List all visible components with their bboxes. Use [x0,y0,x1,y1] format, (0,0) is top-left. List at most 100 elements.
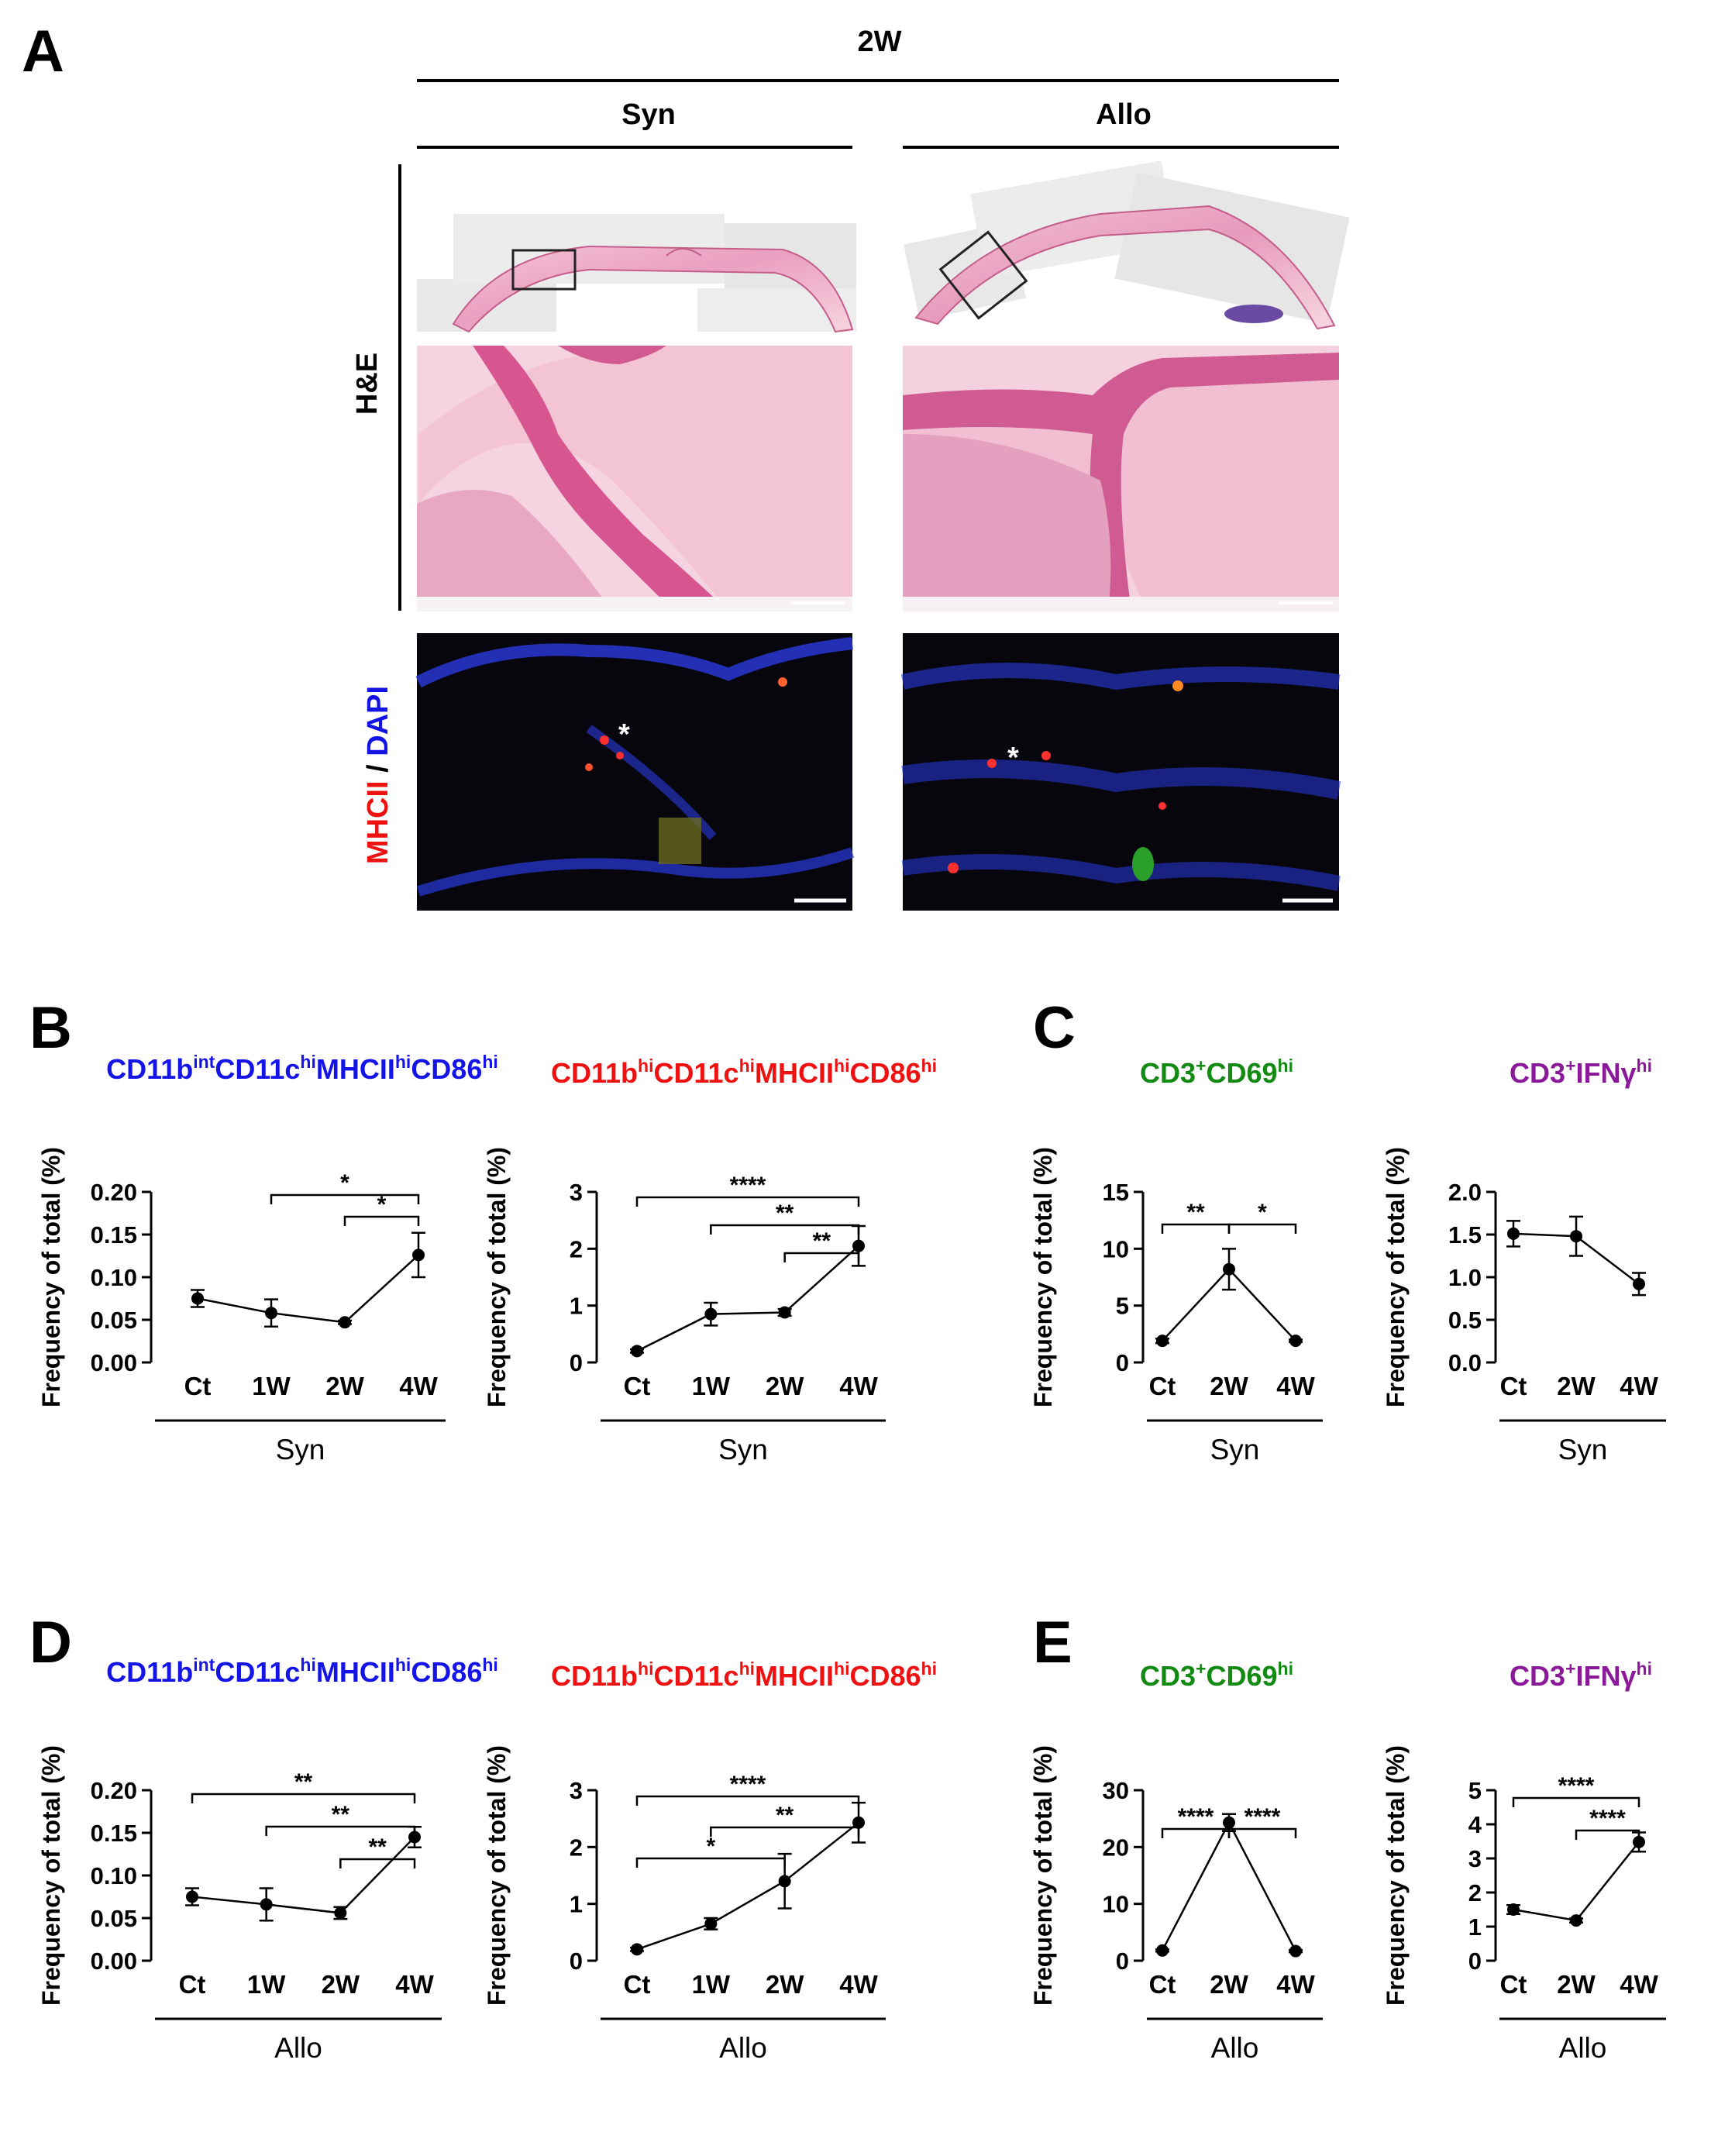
title-text: CD11b [551,1660,638,1692]
chart-e-ifng: CD3+IFNγhi Frequency of total (%) 0 1 2 3 4 5 Ct… [1382,1658,1666,2064]
title-text: MHCII [316,1053,395,1085]
if-label-separator: / [362,756,394,781]
title-superscript: + [1196,1056,1206,1076]
data-point [1570,1230,1582,1243]
y-tick-label: 0.20 [91,1179,137,1206]
if-row-label: MHCII / DAPI [362,686,394,864]
y-tick-label: 3 [570,1179,583,1206]
data-point [1223,1816,1235,1829]
significance-label: ** [332,1802,350,1827]
significance-bracket [1161,1223,1231,1234]
panel-a-letter: A [22,19,64,84]
group-label: Allo [719,2032,767,2064]
y-axis-label: Frequency of total (%) [1029,1147,1057,1407]
x-category-label: 2W [1210,1970,1248,1999]
chart-title: CD3+CD69hi [1140,1658,1293,1692]
title-superscript: + [1196,1658,1206,1679]
chart-title: CD3+IFNγhi [1510,1658,1652,1692]
y-tick-label: 1 [1468,1913,1482,1941]
data-point [778,1306,791,1319]
allo-column-header: Allo [1096,98,1152,131]
x-category-label: 2W [325,1372,364,1400]
y-axis-label: Frequency of total (%) [483,1745,511,2006]
x-category-label: 1W [247,1970,286,1999]
title-superscript: int [193,1655,215,1675]
y-tick-label: 10 [1103,1891,1129,1918]
title-text: CD86 [411,1053,482,1085]
x-category-label: Ct [1500,1970,1527,1999]
title-superscript: int [193,1052,215,1072]
x-category-label: 4W [839,1970,878,1999]
y-tick-label: 0.05 [91,1905,137,1932]
data-point [704,1307,718,1321]
data-point [1289,1335,1302,1348]
data-point [852,1239,865,1252]
title-text: CD11c [654,1057,739,1089]
group-label: Allo [1211,2032,1259,2064]
title-superscript: hi [1637,1056,1652,1076]
data-point [1507,1903,1520,1916]
title-text: MHCII [755,1660,834,1692]
y-tick-label: 20 [1103,1834,1129,1861]
title-superscript: hi [921,1056,937,1076]
data-point [1633,1835,1645,1848]
significance-bracket [635,1795,860,1806]
chart-title: CD11bhiCD11chiMHCIIhiCD86hi [551,1056,937,1089]
data-point [1156,1944,1169,1957]
title-text: IFNγ [1576,1057,1637,1089]
y-tick-label: 0.20 [91,1777,137,1804]
chart-title: CD11bintCD11chiMHCIIhiCD86hi [106,1655,498,1688]
title-superscript: hi [395,1655,411,1675]
significance-label: ** [776,1200,794,1226]
chart-title: CD11bhiCD11chiMHCIIhiCD86hi [551,1658,937,1692]
y-tick-label: 2 [1468,1879,1482,1906]
x-category-label: 2W [1210,1372,1248,1400]
y-tick-label: 0 [570,1349,583,1376]
title-superscript: hi [395,1052,411,1072]
he-row-label: H&E [351,353,384,415]
y-axis-label: Frequency of total (%) [37,1147,65,1407]
if-label-mhcii: MHCII [362,780,394,864]
y-tick-label: 0.00 [91,1349,137,1376]
title-text: MHCII [316,1656,395,1688]
y-tick-label: 3 [570,1777,583,1804]
x-category-label: 1W [692,1372,731,1400]
significance-label: **** [1589,1806,1626,1831]
y-tick-label: 0.00 [91,1948,137,1975]
x-category-label: Ct [184,1372,212,1400]
y-tick-label: 0.05 [91,1307,137,1334]
y-axis-label: Frequency of total (%) [483,1147,511,1407]
y-tick-label: 0 [570,1948,583,1975]
significance-label: ** [776,1803,794,1828]
y-tick-label: 0.10 [91,1264,137,1291]
title-superscript: hi [638,1056,653,1076]
time-header: 2W [858,26,902,58]
data-point [631,1943,643,1956]
x-category-label: Ct [1149,1970,1176,1999]
title-superscript: hi [921,1658,937,1679]
x-category-label: Ct [1500,1372,1527,1400]
title-superscript: hi [1278,1658,1293,1679]
significance-bracket [1512,1796,1640,1807]
title-text: CD11b [106,1053,193,1085]
group-label: Allo [274,2032,322,2064]
title-superscript: + [1565,1658,1575,1679]
data-point [1289,1944,1302,1958]
significance-bracket [783,1252,860,1262]
title-superscript: hi [739,1056,755,1076]
x-category-label: Ct [1149,1372,1176,1400]
syn-if-image: * [415,633,855,911]
group-label: Syn [718,1434,768,1465]
title-text: CD11b [551,1057,638,1089]
chart-title: CD3+CD69hi [1140,1056,1293,1089]
panel-b-letter: B [29,995,72,1061]
significance-label: * [706,1834,715,1859]
y-tick-label: 0 [1116,1948,1129,1975]
y-tick-label: 4 [1468,1811,1482,1838]
title-text: IFNγ [1576,1660,1637,1692]
y-axis-label: Frequency of total (%) [37,1745,65,2006]
data-point [339,1316,351,1329]
data-point [704,1917,718,1930]
